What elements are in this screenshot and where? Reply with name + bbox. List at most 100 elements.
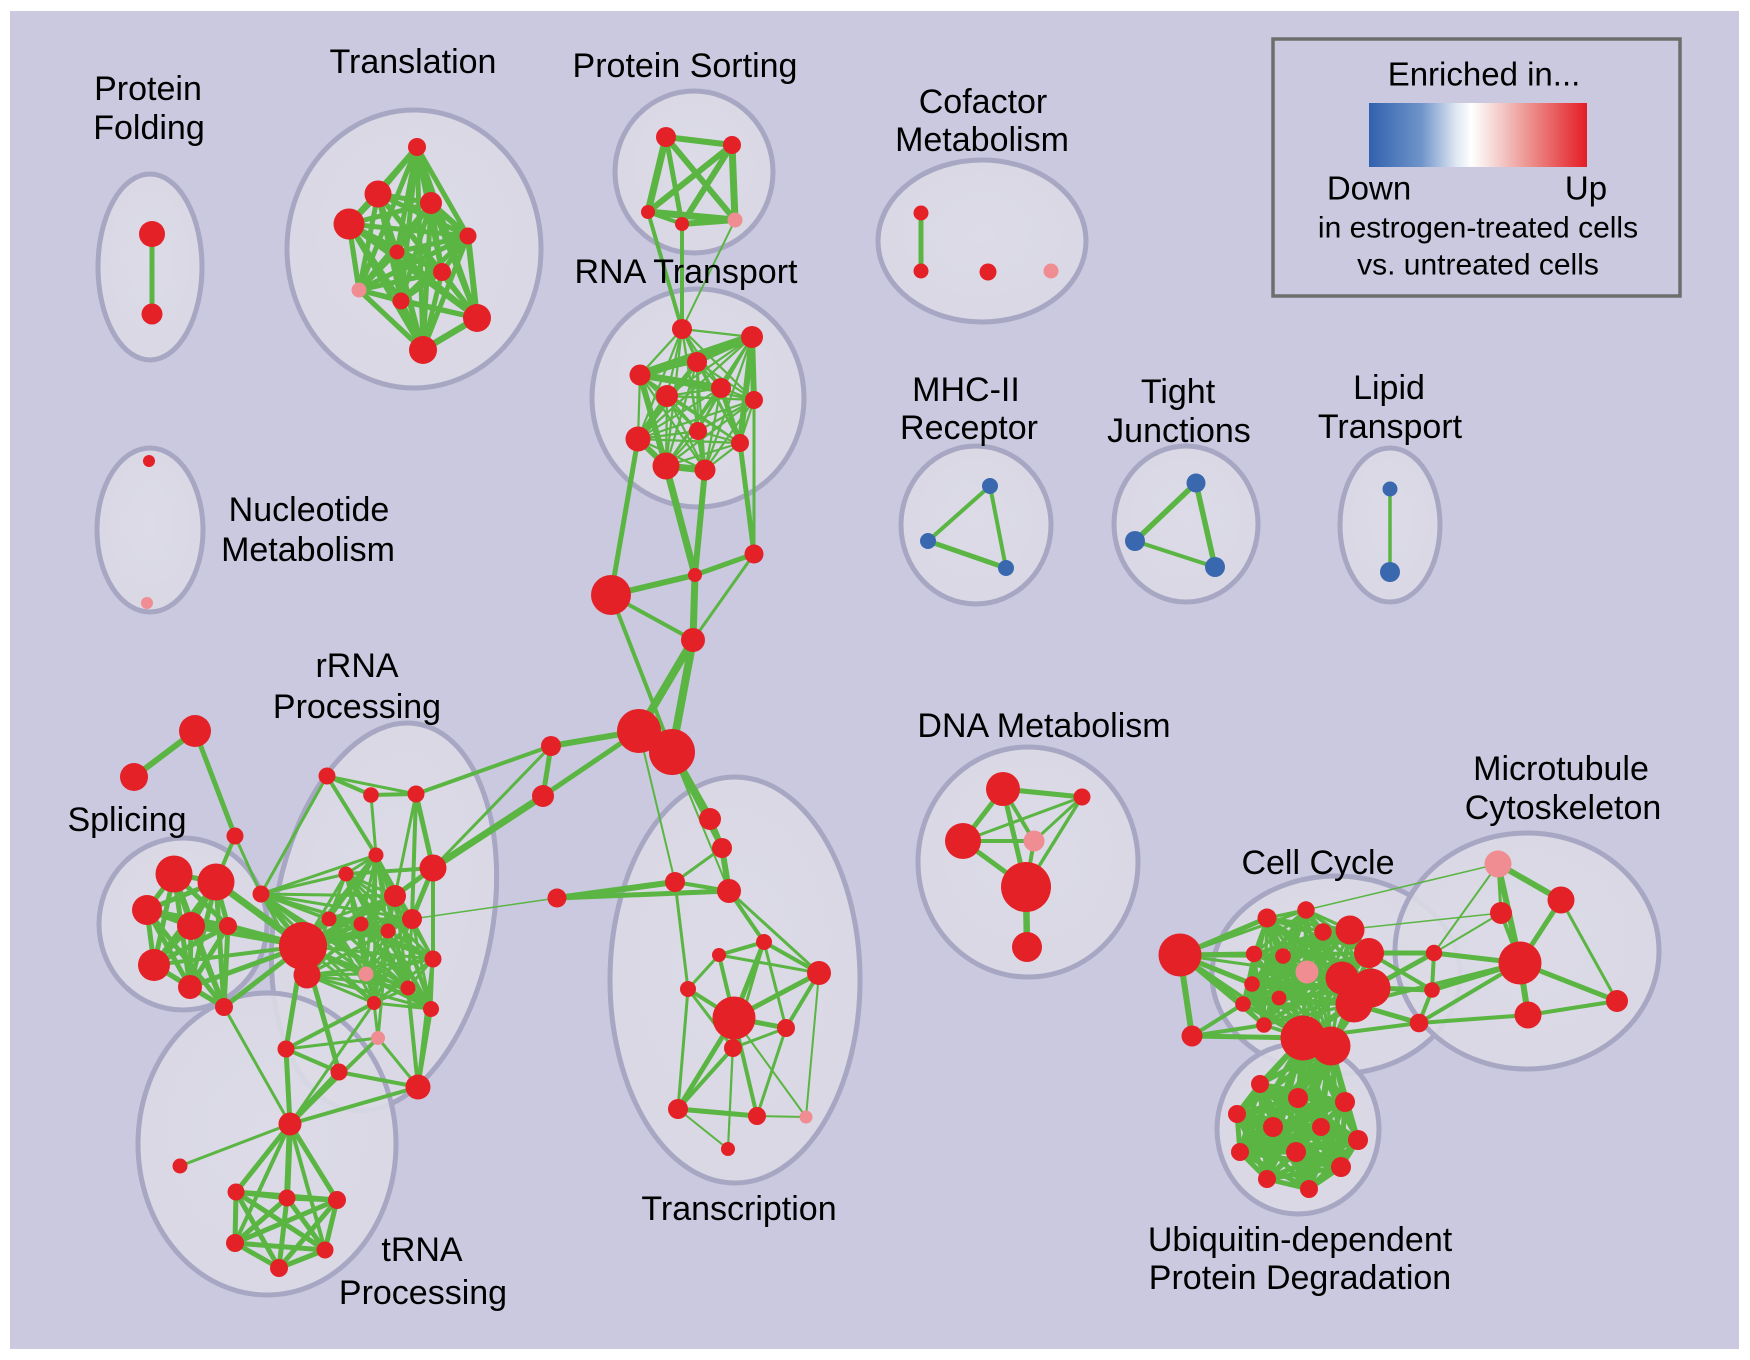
node-cy18: [1425, 944, 1443, 962]
cluster-label-translation: Translation: [330, 43, 497, 81]
node-rr13: [424, 950, 442, 968]
node-tc5: [547, 888, 567, 908]
node-dm6: [1012, 932, 1042, 962]
edge-rr1-rr7: [260, 853, 377, 896]
legend-up-label: Up: [1565, 170, 1607, 207]
node-ub9: [1286, 1142, 1306, 1162]
node-tc10: [712, 996, 756, 1040]
node-dm4: [1023, 830, 1045, 852]
edge-rr6-cc7: [415, 744, 552, 796]
node-cyB: [1158, 933, 1202, 977]
edge-dm2-dm3: [962, 795, 1083, 843]
node-tr2: [364, 180, 392, 208]
edge-rt6-rt7: [666, 394, 755, 402]
edge-mt2-mt6: [1559, 899, 1619, 1002]
cluster-label-protein-sorting: Protein Sorting: [573, 47, 798, 85]
node-rr5: [363, 787, 379, 803]
edge-ub11-cy17: [1264, 1044, 1334, 1181]
edge-rr6-rr12: [410, 793, 418, 920]
node-mt3: [1490, 902, 1512, 924]
node-st2: [120, 763, 148, 791]
node-cy14: [1235, 996, 1251, 1012]
node-cy2: [1257, 908, 1277, 928]
node-ps5: [727, 212, 743, 228]
edge-cc8-rr9: [431, 793, 545, 871]
edge-tc4-tc5: [556, 888, 730, 901]
node-cy13: [1271, 990, 1287, 1006]
edge-st1-st3: [192, 730, 238, 837]
node-cc5: [617, 709, 661, 753]
node-sp2: [197, 863, 235, 901]
edge-ps3-rt1: [646, 211, 684, 330]
node-dm1: [986, 772, 1020, 806]
node-ps4: [675, 217, 689, 231]
edge-rt5-rt12: [703, 387, 723, 471]
node-ps3: [641, 205, 655, 219]
edge-mt5-mt6: [1527, 999, 1618, 1017]
edge-rr8-rr17: [393, 895, 433, 1010]
edge-st3-rr1: [233, 835, 263, 895]
node-tn6: [270, 1259, 288, 1277]
node-st3: [226, 827, 244, 845]
node-sp1: [155, 855, 193, 893]
edge-cc1-cc4: [691, 553, 756, 641]
nodes: [120, 127, 1628, 1277]
edge-ps4-ps5: [681, 217, 736, 227]
node-tc12: [724, 1039, 742, 1057]
cluster-ellipse-mhc-ii-receptor: [898, 443, 1054, 607]
edge-tn4-tn5: [234, 1197, 338, 1246]
edge-rt1-rt2: [681, 327, 753, 339]
edge-cy4-cy6: [1253, 928, 1351, 956]
cluster-label-cofactor-metabolism-line2: Metabolism: [895, 121, 1069, 159]
edge-rt4-rt12: [639, 374, 706, 471]
node-mt5: [1514, 1001, 1542, 1029]
node-cy5: [1275, 948, 1291, 964]
cluster-label-lipid-transport-line2: Transport: [1318, 408, 1463, 446]
cluster-label-nucleotide-metabolism-line2: Metabolism: [221, 531, 395, 569]
node-rt11: [652, 452, 680, 480]
node-nm1: [143, 455, 155, 467]
node-pf2: [141, 303, 163, 325]
node-tr6: [389, 244, 405, 260]
edge-tr1-tr5: [414, 145, 471, 238]
edge-tj1-tj2: [1133, 481, 1198, 543]
edge-tnh-rr18: [288, 1036, 380, 1126]
legend-title: Enriched in...: [1388, 56, 1581, 93]
node-rt5: [711, 378, 731, 398]
cluster-label-ubiquitin-degradation-line2: Protein Degradation: [1149, 1259, 1451, 1297]
edge-tc5-rr12: [411, 897, 558, 920]
node-rr15: [400, 980, 416, 996]
cluster-label-trna-processing-line1: tRNA: [381, 1231, 463, 1269]
edge-tnh-rr16: [288, 1002, 376, 1125]
node-cy12: [1244, 976, 1260, 992]
node-rt1: [672, 319, 692, 339]
node-rr21: [405, 1074, 431, 1100]
node-lt1: [1382, 481, 1398, 497]
node-rr2: [321, 911, 337, 927]
node-cy4: [1245, 945, 1263, 963]
node-cy20: [1409, 1013, 1429, 1033]
node-tr9: [392, 292, 410, 310]
node-ub3: [1335, 1092, 1355, 1112]
edge-rt1-rt9: [636, 328, 684, 440]
cluster-label-rrna-processing-line2: Processing: [273, 688, 441, 726]
node-cy17: [1311, 1026, 1351, 1066]
edge-rr11-rr14: [364, 930, 390, 975]
edge-cc1-cc2: [694, 551, 755, 578]
node-ub8: [1231, 1143, 1249, 1161]
edge-tc11-tc12: [732, 1026, 787, 1050]
node-rr19: [277, 1040, 295, 1058]
node-cy19: [1424, 982, 1440, 998]
node-cm2: [913, 263, 929, 279]
edge-tnh-rr21: [289, 1085, 419, 1126]
edge-ps1-ps5: [663, 135, 738, 222]
edge-tc9-tc15: [805, 972, 820, 1118]
node-rr3: [338, 866, 354, 882]
node-tn3: [278, 1189, 296, 1207]
node-st1: [179, 715, 211, 747]
node-tj1: [1186, 473, 1206, 493]
edge-tc4-tc9: [727, 889, 821, 975]
cluster-label-rrna-processing-line1: rRNA: [315, 647, 398, 685]
